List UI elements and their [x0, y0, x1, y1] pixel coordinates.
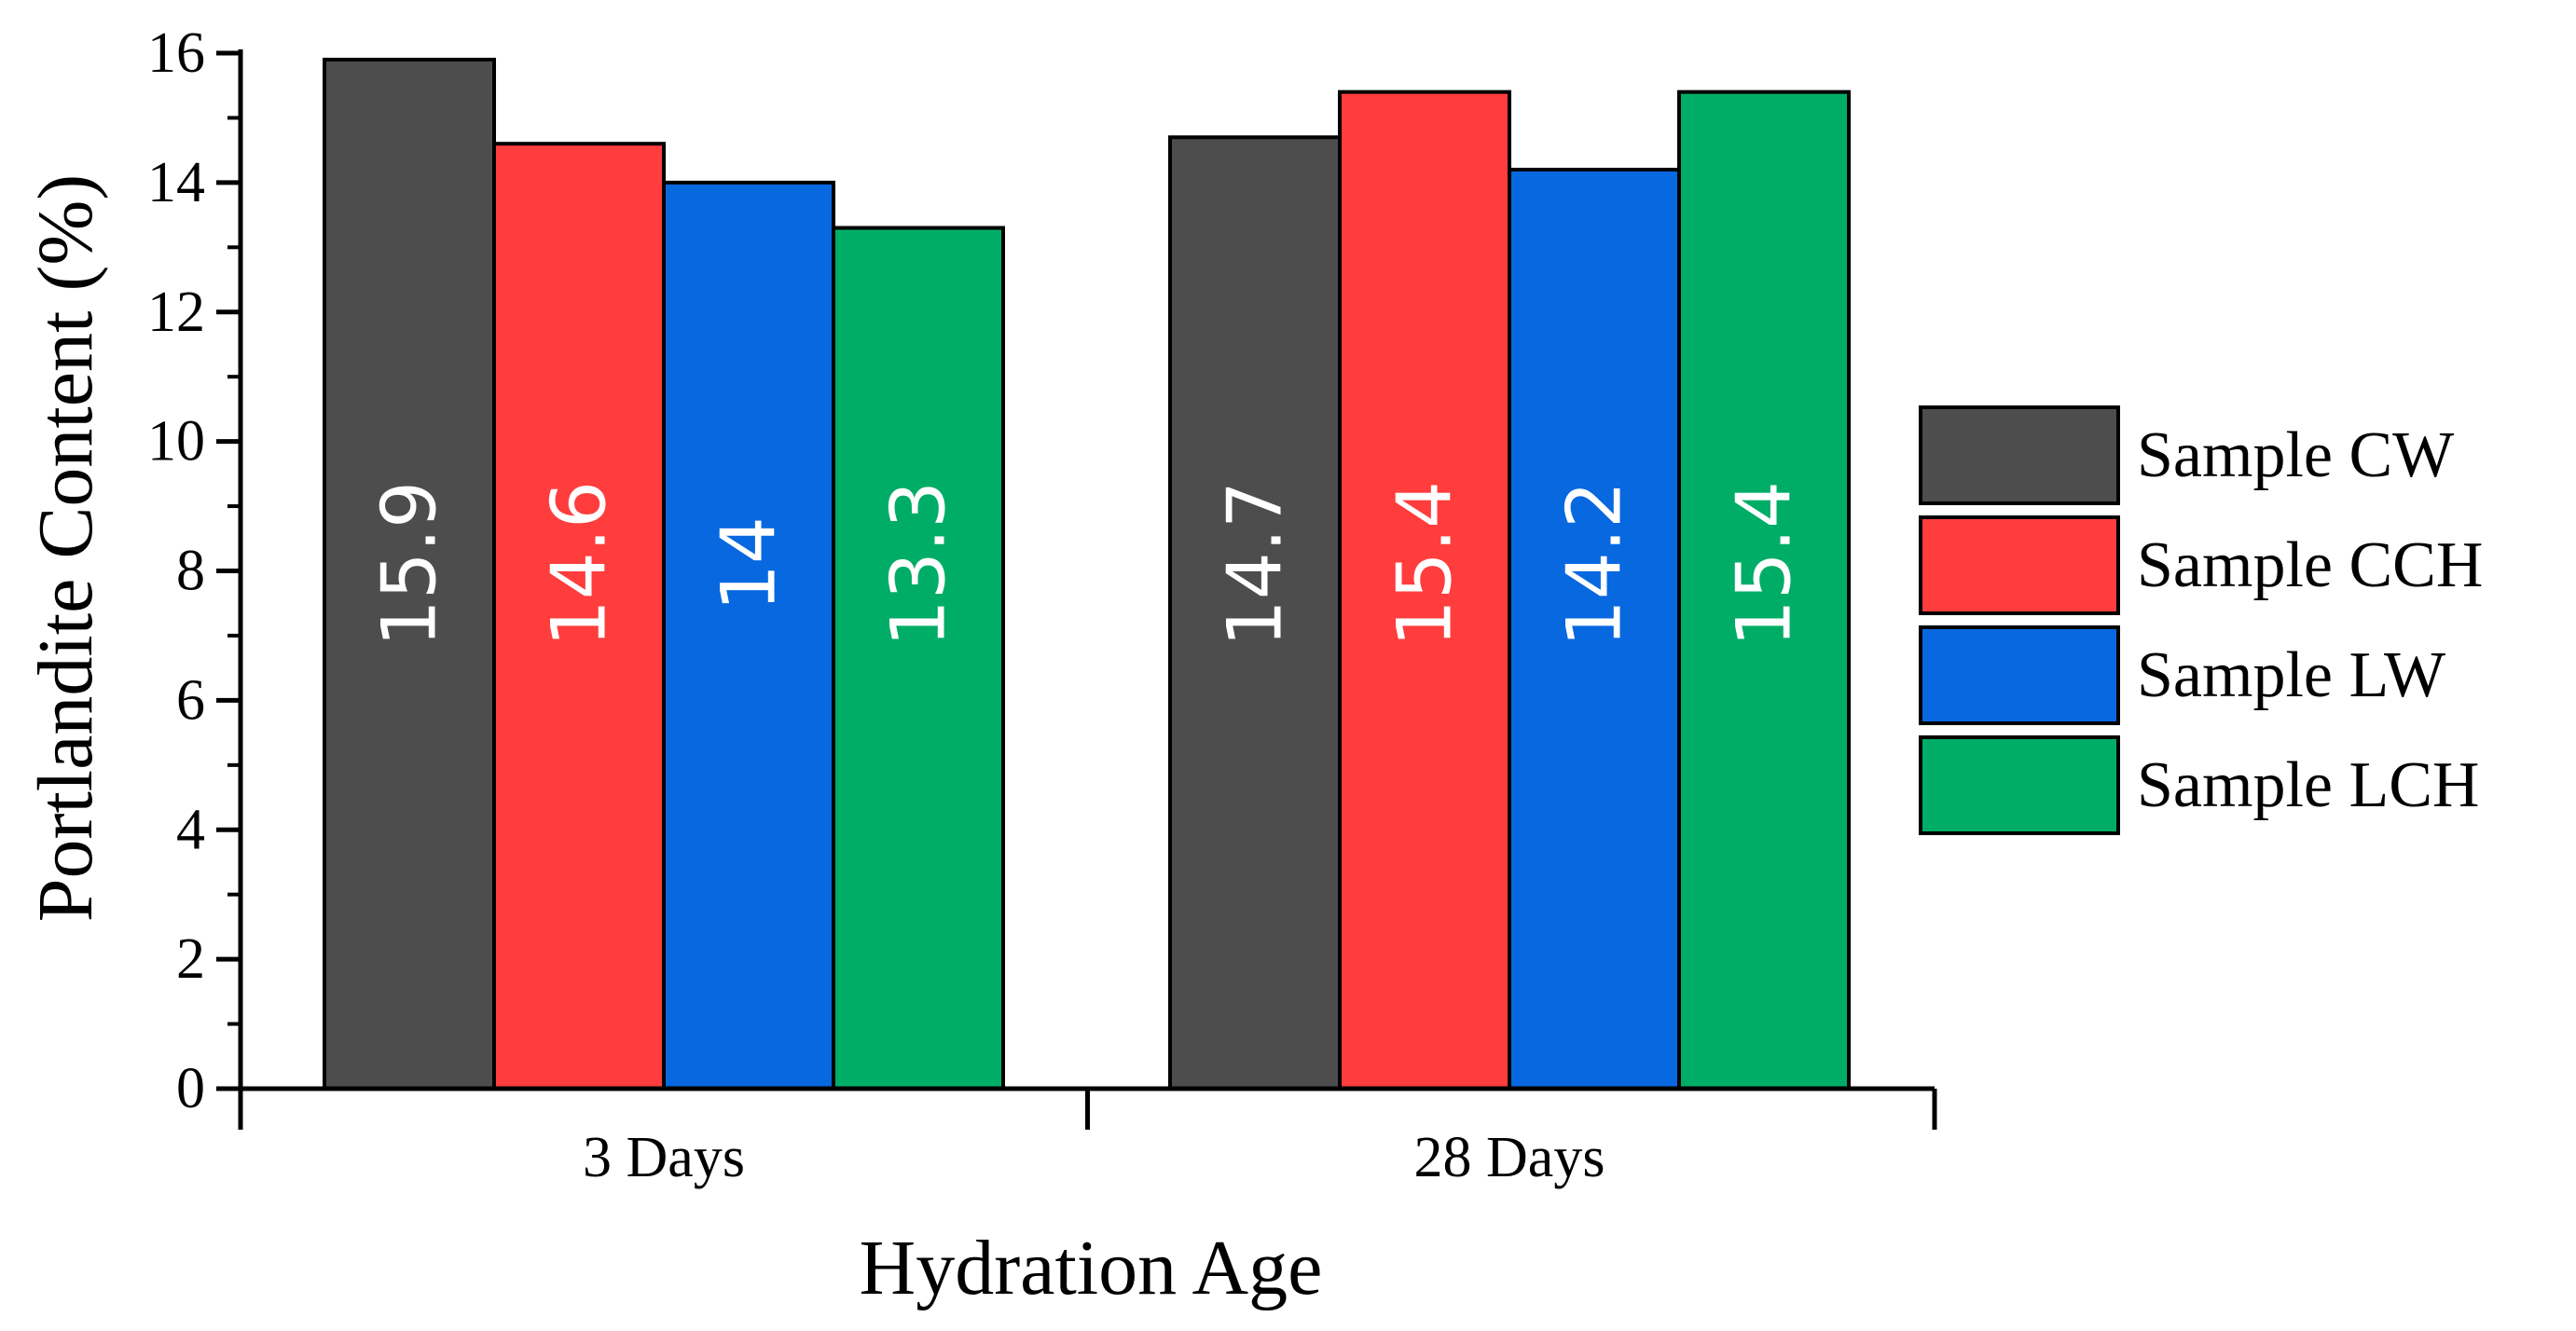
bar-sample-cw-0 [323, 57, 496, 1091]
legend-swatch-sample-cch [1919, 515, 2120, 615]
legend-label: Sample LW [2137, 639, 2445, 711]
y-tick-label: 2 [176, 927, 205, 991]
legend-swatch-sample-lch [1919, 735, 2120, 835]
y-tick-label: 14 [147, 151, 205, 214]
bar-sample-cw-1 [1168, 135, 1342, 1091]
bar-label: 13.3 [875, 481, 962, 647]
axes-group: 0 2 4 6 8 10 12 14 16 3 Days 28 Days [147, 21, 1937, 1189]
y-tick-label: 16 [147, 21, 205, 85]
x-tick-label: 28 Days [1414, 1126, 1605, 1189]
y-tick-label: 4 [176, 798, 205, 861]
bar-label: 14 [706, 516, 792, 611]
bar-sample-lch-1 [1677, 89, 1851, 1091]
bar-sample-cch-0 [492, 142, 666, 1091]
x-tick-label: 3 Days [583, 1126, 745, 1189]
y-tick-label: 12 [147, 281, 205, 344]
bar-label: 15.4 [1721, 481, 1808, 647]
bar-sample-lw-0 [662, 180, 835, 1091]
x-axis-title: Hydration Age [860, 1225, 1323, 1311]
bar-label: 14.2 [1551, 481, 1638, 647]
bar-sample-cch-1 [1338, 89, 1511, 1091]
legend-label: Sample CCH [2137, 529, 2483, 601]
legend-swatch-sample-lw [1919, 625, 2120, 725]
bar-sample-lw-1 [1508, 167, 1681, 1091]
legend-label: Sample CW [2137, 419, 2454, 491]
bar-label: 14.6 [536, 481, 623, 647]
legend-swatch-sample-cw [1919, 405, 2120, 505]
bar-sample-lch-0 [832, 226, 1005, 1091]
y-tick-label: 8 [176, 540, 205, 603]
y-tick-label: 6 [176, 668, 205, 732]
y-tick-label: 10 [147, 410, 205, 473]
bar-label: 14.7 [1212, 481, 1299, 647]
legend-label: Sample LCH [2137, 749, 2479, 821]
bar-label: 15.4 [1382, 481, 1468, 647]
y-tick-label: 0 [176, 1057, 205, 1120]
bar-label: 15.9 [366, 481, 453, 647]
y-axis-title: Portlandite Content (%) [22, 174, 109, 923]
legend: Sample CW Sample CCH Sample LW Sample LCH [1919, 405, 2483, 835]
bars-group: 15.9 14.7 14.6 15.4 14 14.2 13.3 15.4 [323, 57, 1851, 1091]
